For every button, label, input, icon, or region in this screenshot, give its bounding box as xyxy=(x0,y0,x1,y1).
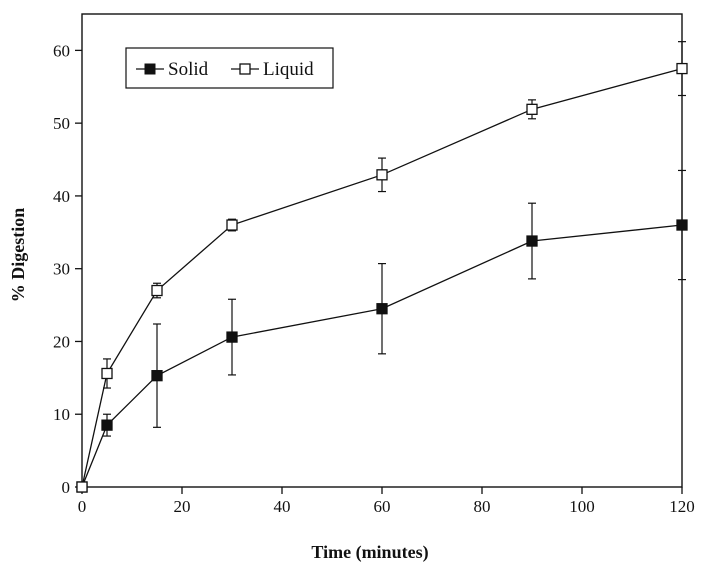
solid-point xyxy=(226,331,238,343)
x-tick-label: 40 xyxy=(274,497,291,516)
x-axis-ticks: 0 20 40 60 80 100 120 xyxy=(78,487,695,516)
liquid-point xyxy=(526,103,538,115)
y-tick-label: 60 xyxy=(53,41,70,60)
x-tick-label: 60 xyxy=(374,497,391,516)
y-tick-label: 30 xyxy=(53,260,70,279)
y-tick-label: 50 xyxy=(53,114,70,133)
solid-point xyxy=(376,303,388,315)
x-axis-title: Time (minutes) xyxy=(311,542,428,563)
y-axis-ticks: 0 10 20 30 40 50 60 xyxy=(53,41,82,497)
y-tick-label: 40 xyxy=(53,187,70,206)
x-tick-label: 20 xyxy=(174,497,191,516)
solid-point xyxy=(526,235,538,247)
y-tick-label: 20 xyxy=(53,332,70,351)
legend: Solid Liquid xyxy=(125,47,334,89)
x-tick-label: 120 xyxy=(669,497,695,516)
series-layer xyxy=(76,41,688,493)
liquid-point xyxy=(101,367,113,380)
liquid-point xyxy=(151,284,163,297)
liquid-point xyxy=(676,62,688,75)
liquid-point xyxy=(376,169,388,181)
x-tick-label: 80 xyxy=(474,497,491,516)
x-tick-label: 0 xyxy=(78,497,87,516)
solid-point xyxy=(676,219,688,231)
legend-solid-label: Solid xyxy=(168,59,209,80)
liquid-point xyxy=(76,481,88,493)
solid-point xyxy=(101,419,113,431)
liquid-point xyxy=(226,219,238,231)
series-solid xyxy=(76,169,688,493)
legend-liquid-label: Liquid xyxy=(263,59,314,80)
legend-solid-marker xyxy=(144,63,156,75)
solid-point xyxy=(151,370,163,382)
y-tick-label: 10 xyxy=(53,405,70,424)
legend-liquid-marker xyxy=(239,63,251,75)
series-liquid xyxy=(76,41,688,493)
x-tick-label: 100 xyxy=(569,497,595,516)
y-tick-label: 0 xyxy=(62,478,71,497)
legend-box xyxy=(125,47,334,89)
y-axis-title: % Digestion xyxy=(8,208,28,303)
